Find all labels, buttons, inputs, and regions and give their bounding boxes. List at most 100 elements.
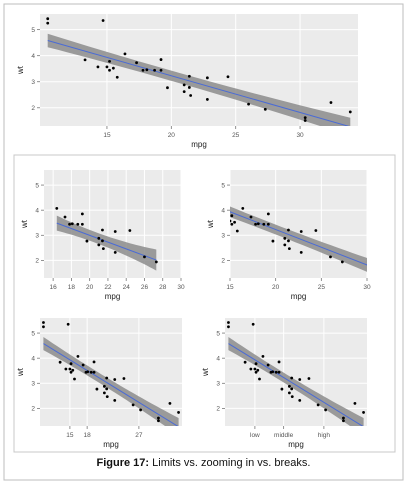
data-point: [128, 229, 132, 232]
y-tick-label: 3: [221, 233, 225, 240]
data-point: [145, 68, 149, 72]
data-point: [247, 102, 250, 106]
panel-content: [230, 206, 367, 272]
data-point: [251, 322, 255, 326]
fit-line: [43, 343, 179, 426]
data-point: [113, 378, 117, 381]
x-tick-label: high: [318, 432, 331, 439]
data-point: [230, 222, 234, 226]
data-point: [303, 119, 307, 122]
data-point: [243, 360, 247, 364]
x-tick-label: 15: [226, 284, 234, 291]
data-point: [131, 403, 135, 407]
data-point: [254, 222, 257, 226]
data-point: [298, 398, 302, 402]
confidence-ribbon: [47, 33, 351, 126]
data-point: [85, 239, 89, 243]
x-axis-title: mpg: [291, 292, 307, 301]
data-point: [263, 107, 267, 111]
x-tick-label: 28: [159, 284, 167, 291]
x-tick-label: 30: [177, 284, 185, 291]
data-point: [143, 255, 146, 259]
data-point: [362, 411, 365, 414]
data-point: [283, 243, 287, 247]
data-point: [287, 391, 291, 395]
x-tick-label: 16: [50, 284, 58, 291]
data-point: [115, 75, 119, 79]
data-point: [95, 387, 99, 391]
x-tick-label: 22: [104, 284, 112, 291]
y-tick-label: 2: [35, 258, 39, 265]
data-point: [227, 325, 230, 329]
x-axis-title: mpg: [191, 140, 207, 149]
data-point: [63, 215, 67, 219]
data-point: [249, 367, 253, 371]
y-tick-label: 5: [221, 182, 225, 189]
plot-zoom: 15 20 25 30 2 3 4 5 mpg wt: [206, 170, 371, 301]
confidence-ribbon: [230, 206, 367, 272]
data-point: [314, 229, 318, 232]
y-tick-label: 2: [216, 406, 220, 413]
data-point: [68, 222, 71, 226]
data-point: [96, 65, 100, 69]
data-point: [266, 363, 270, 367]
data-point: [76, 222, 80, 226]
y-tick-label: 4: [35, 207, 39, 214]
y-tick-label: 3: [31, 381, 35, 388]
y-tick-label: 3: [31, 79, 35, 86]
data-point: [342, 416, 345, 420]
data-point: [271, 370, 275, 374]
caption-text: Limits vs. zooming in vs. breaks.: [152, 457, 311, 469]
data-point: [182, 90, 186, 94]
data-point: [287, 228, 290, 232]
data-point: [324, 408, 328, 412]
data-point: [290, 387, 294, 391]
y-tick-label: 5: [35, 182, 39, 189]
data-point: [68, 367, 72, 371]
data-point: [159, 58, 163, 61]
x-tick-label: 25: [232, 132, 240, 139]
data-point: [46, 17, 50, 21]
data-point: [157, 416, 160, 420]
plot-breaks: 15 18 27 2 3 4 5 mpg wt: [16, 318, 182, 449]
y-axis-title: wt: [206, 219, 215, 229]
data-point: [227, 321, 230, 324]
data-point: [277, 370, 281, 374]
data-point: [266, 222, 270, 226]
data-point: [307, 377, 311, 380]
y-axis-title: wt: [16, 65, 25, 75]
data-point: [69, 370, 73, 374]
data-point: [177, 411, 180, 414]
data-point: [141, 68, 145, 72]
data-point: [105, 395, 109, 399]
data-point: [287, 247, 291, 251]
data-point: [258, 377, 261, 381]
panel-content: [42, 321, 180, 426]
x-tick-label: 18: [84, 432, 92, 439]
data-point: [101, 247, 105, 251]
data-point: [348, 110, 352, 114]
y-tick-label: 4: [216, 355, 220, 362]
data-point: [299, 230, 303, 233]
x-tick-label: 20: [272, 284, 280, 291]
data-point: [316, 403, 320, 407]
data-point: [42, 325, 45, 329]
data-point: [254, 362, 258, 366]
data-point: [102, 384, 106, 388]
data-point: [101, 228, 104, 232]
data-point: [182, 83, 186, 87]
data-point: [299, 250, 303, 254]
x-tick-label: 30: [363, 284, 371, 291]
x-axis-title: mpg: [103, 440, 119, 449]
data-point: [73, 377, 76, 381]
data-point: [249, 215, 253, 219]
data-point: [113, 398, 117, 402]
data-point: [168, 401, 172, 405]
panel-content: [46, 17, 352, 126]
panel-content: [227, 321, 365, 426]
data-point: [111, 66, 115, 70]
data-point: [42, 321, 45, 324]
y-tick-label: 2: [31, 406, 35, 413]
data-point: [92, 360, 96, 364]
data-point: [271, 239, 275, 243]
